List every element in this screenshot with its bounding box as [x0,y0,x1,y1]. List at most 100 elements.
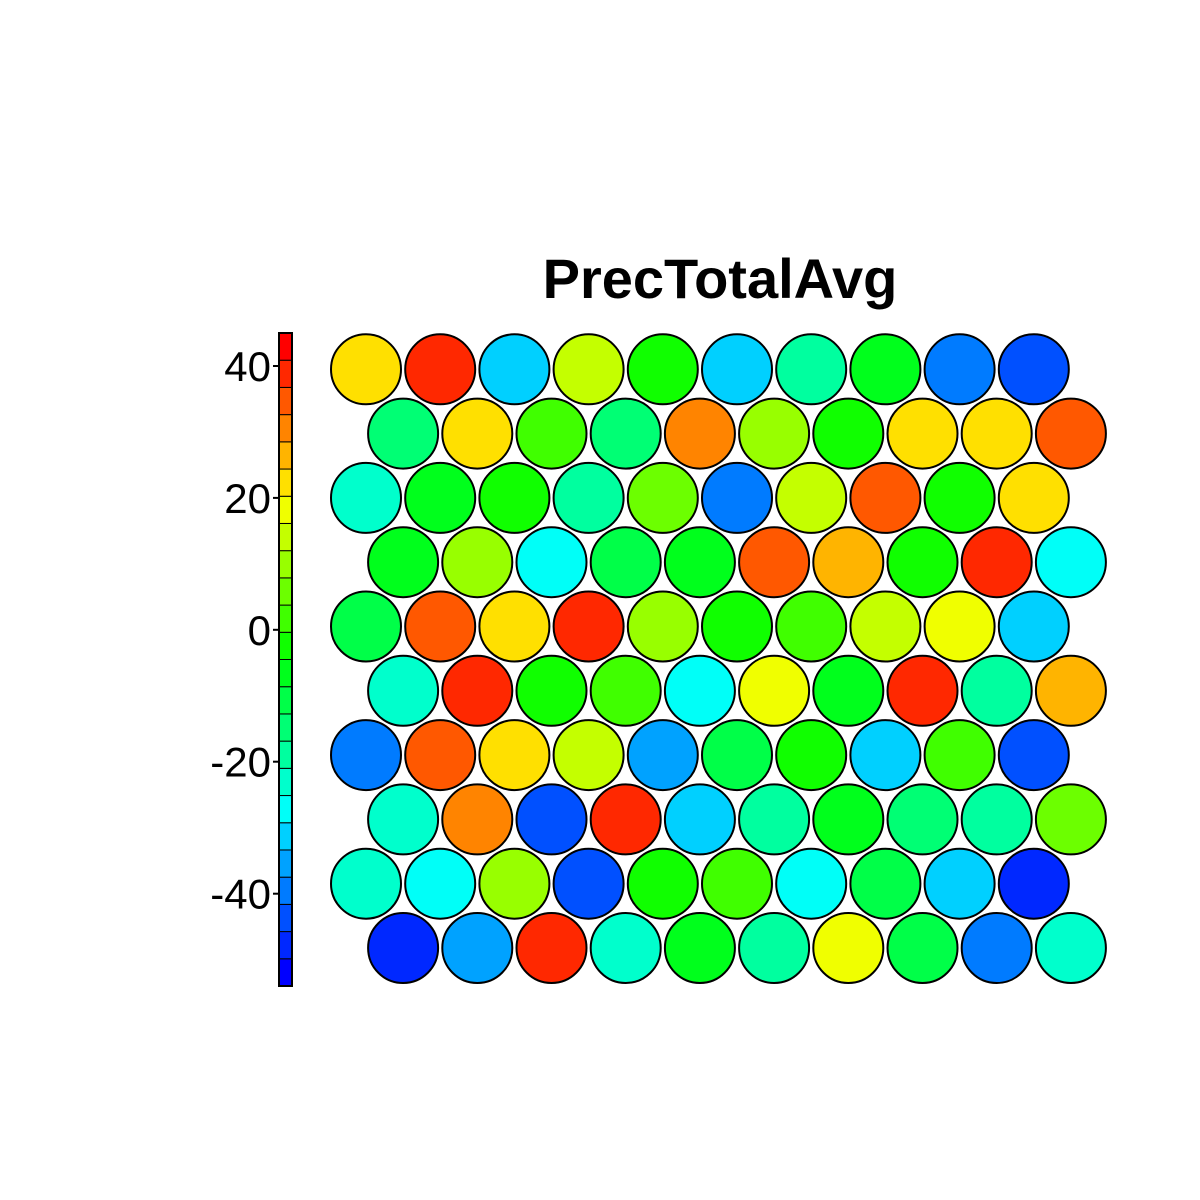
color-key-segment [278,713,293,742]
color-key-tick-label: 0 [248,607,271,654]
color-key-segment [278,386,293,416]
hex-cell [478,590,551,663]
hex-cell [812,526,885,599]
hex-cell [330,333,402,406]
hex-cell [404,461,477,534]
hex-cell [886,654,959,727]
hex-cell [367,654,440,727]
hex-cell [626,719,699,792]
hex-cell [441,783,514,856]
hex-cell [404,847,477,920]
color-key-segment [278,740,293,769]
hex-cell [367,783,440,856]
hex-cell [478,847,551,920]
color-key-segment [278,414,293,443]
hex-cell [1034,654,1107,727]
hex-cell [738,912,811,984]
hex-cell [997,590,1070,663]
color-key-segment [278,822,293,851]
color-key-segment [278,468,293,497]
color-key-segment [278,686,293,715]
hex-cell [960,783,1033,856]
color-key-segment [278,332,293,361]
hex-cell [849,333,922,406]
hex-cell [849,847,922,920]
hex-cell [404,590,477,663]
color-key-segment [278,849,293,878]
color-key-segment [278,876,293,905]
hex-cell [812,397,885,470]
color-key-segment [278,577,293,606]
hex-cell [441,912,514,984]
hex-cell [701,719,773,792]
hex-cell [1034,526,1107,599]
color-key-segment [278,495,293,524]
hex-cell [552,333,625,406]
hex-cell [589,654,662,727]
hex-cell [663,526,736,599]
hex-cell [886,526,959,599]
hex-cells [330,333,1107,984]
color-key-segment [278,931,293,960]
hex-cell [515,912,588,984]
hex-cell [923,461,996,534]
hex-cell [515,526,588,599]
hex-cell [330,590,402,663]
hex-cell [849,719,922,792]
hex-cell [738,783,811,856]
hex-cell [738,654,811,727]
hex-cell [923,590,996,663]
hex-cell [997,719,1070,792]
hex-cell [626,461,699,534]
hex-cell [1034,912,1107,984]
hex-cell [589,397,662,470]
hex-cell [552,847,625,920]
hex-cell [960,912,1033,984]
color-key-segment [278,958,293,987]
hex-cell [775,719,848,792]
color-key-tick-label: 40 [224,343,271,390]
hex-cell [886,912,959,984]
hex-cell [886,783,959,856]
hex-cell [775,847,848,920]
hex-cell [515,654,588,727]
hex-cell [701,847,773,920]
chart-title: PrecTotalAvg [543,247,898,310]
hex-cell [478,461,551,534]
hex-cell [626,333,699,406]
color-key-segment [278,441,293,470]
hex-cell [701,590,773,663]
hex-cell [330,461,402,534]
hex-cell [923,719,996,792]
hex-cell [960,526,1033,599]
hex-cell [441,654,514,727]
hex-cell [1034,397,1107,470]
hex-cell [923,847,996,920]
color-key-segment [278,550,293,579]
color-key-segment [278,604,293,633]
hex-cell [515,397,588,470]
hex-cell [960,397,1033,470]
hex-cell [775,333,848,406]
hex-cell [997,333,1070,406]
hex-cell [441,526,514,599]
hex-cell [478,333,551,406]
color-key-segment [278,359,293,388]
hex-cell [404,333,477,406]
color-key-segment [278,522,293,552]
hex-cell [812,783,885,856]
hex-cell [775,590,848,663]
color-key: 40 20 0 -20 -40 [210,332,293,987]
color-key-tick-label: -20 [210,739,271,786]
hex-cell [330,719,402,792]
hex-cell [478,719,551,792]
hex-cell [552,461,625,534]
hex-cell [515,783,588,856]
hex-cell [330,847,402,920]
hex-cell [663,654,736,727]
hex-cell [589,912,662,984]
hex-cell [663,783,736,856]
hex-cell [367,526,440,599]
hex-cell [997,847,1070,920]
